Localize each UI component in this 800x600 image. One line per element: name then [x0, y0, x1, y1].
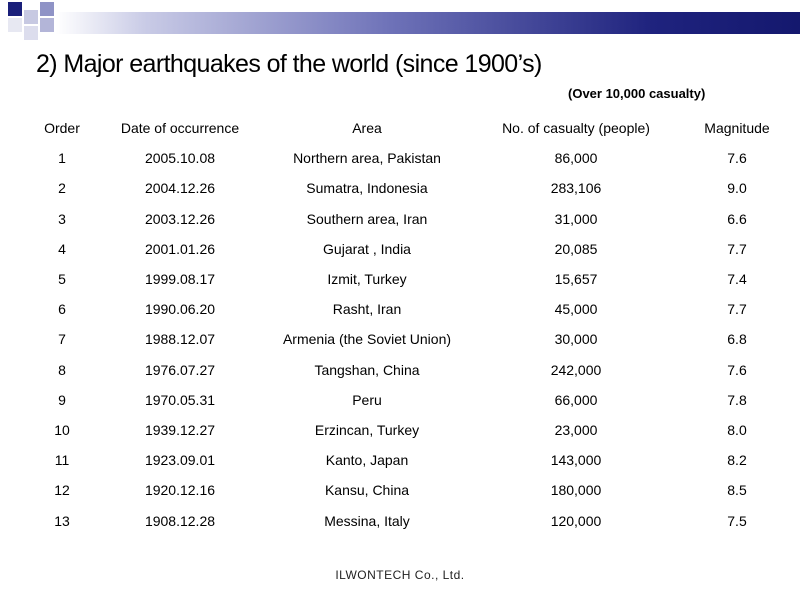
cell-magnitude: 7.4 — [727, 271, 747, 288]
cell-magnitude: 7.6 — [727, 150, 747, 167]
deco-square — [8, 18, 22, 32]
table-row: 7 1988.12.07 Armenia (the Soviet Union) 30,… — [28, 324, 792, 354]
cell-magnitude: 6.6 — [727, 210, 747, 227]
cell-date: 1908.12.28 — [144, 512, 216, 529]
table-row: 10 1939.12.27 Erzincan, Turkey 23,000 8.0 — [28, 415, 792, 445]
cell-magnitude: 8.2 — [727, 452, 747, 469]
cell-magnitude: 8.5 — [727, 482, 747, 499]
cell-area: Northern area, Pakistan — [293, 150, 441, 167]
slide-title: 2) Major earthquakes of the world (since… — [36, 50, 542, 78]
earthquake-table: Order Date of occurrence Area No. of cas… — [28, 113, 792, 536]
deco-square — [40, 18, 54, 32]
deco-square — [8, 2, 22, 16]
cell-casualty: 86,000 — [554, 150, 598, 167]
cell-casualty: 20,085 — [554, 240, 598, 257]
table-row: 12 1920.12.16 Kansu, China 180,000 8.5 — [28, 475, 792, 505]
cell-date: 2004.12.26 — [144, 180, 216, 197]
cell-casualty: 15,657 — [554, 271, 598, 288]
deco-square — [40, 2, 54, 16]
cell-area: Gujarat , India — [323, 240, 411, 257]
cell-casualty: 120,000 — [550, 512, 602, 529]
cell-area: Southern area, Iran — [306, 210, 428, 227]
cell-casualty: 180,000 — [550, 482, 602, 499]
cell-magnitude: 7.5 — [727, 512, 747, 529]
cell-area: Sumatra, Indonesia — [306, 180, 428, 197]
table-row: 8 1976.07.27 Tangshan, China 242,000 7.6 — [28, 355, 792, 385]
cell-order: 13 — [54, 512, 70, 529]
cell-date: 2005.10.08 — [144, 150, 216, 167]
cell-order: 7 — [58, 331, 66, 348]
cell-casualty: 23,000 — [554, 421, 598, 438]
cell-date: 1999.08.17 — [144, 271, 216, 288]
table-row: 3 2003.12.26 Southern area, Iran 31,000 6.6 — [28, 204, 792, 234]
footer-company: ILWONTECH Co., Ltd. — [335, 568, 465, 582]
cell-casualty: 45,000 — [554, 301, 598, 318]
header-magnitude: Magnitude — [704, 120, 770, 137]
table-body: 1 2005.10.08 Northern area, Pakistan 86,000… — [28, 143, 792, 535]
header-band — [56, 12, 800, 34]
cell-order: 3 — [58, 210, 66, 227]
cell-area: Erzincan, Turkey — [314, 421, 420, 438]
table-row: 11 1923.09.01 Kanto, Japan 143,000 8.2 — [28, 445, 792, 475]
cell-date: 1976.07.27 — [144, 361, 216, 378]
table-row: 4 2001.01.26 Gujarat , India 20,085 7.7 — [28, 234, 792, 264]
cell-date: 1990.06.20 — [144, 301, 216, 318]
cell-order: 2 — [58, 180, 66, 197]
cell-magnitude: 8.0 — [727, 421, 747, 438]
table-row: 2 2004.12.26 Sumatra, Indonesia 283,106 9.0 — [28, 173, 792, 203]
cell-area: Tangshan, China — [314, 361, 420, 378]
table-row: 1 2005.10.08 Northern area, Pakistan 86,000… — [28, 143, 792, 173]
cell-date: 1939.12.27 — [144, 421, 216, 438]
cell-date: 1970.05.31 — [144, 391, 216, 408]
cell-date: 2001.01.26 — [144, 240, 216, 257]
cell-casualty: 242,000 — [550, 361, 602, 378]
header-order: Order — [44, 120, 80, 137]
cell-area: Kansu, China — [324, 482, 410, 499]
deco-square — [24, 10, 38, 24]
cell-casualty: 143,000 — [550, 452, 602, 469]
cell-order: 5 — [58, 271, 66, 288]
table-row: 9 1970.05.31 Peru 66,000 7.8 — [28, 385, 792, 415]
cell-order: 1 — [58, 150, 66, 167]
cell-area: Izmit, Turkey — [327, 271, 407, 288]
cell-date: 1988.12.07 — [144, 331, 216, 348]
cell-order: 8 — [58, 361, 66, 378]
cell-casualty: 283,106 — [550, 180, 602, 197]
cell-magnitude: 7.7 — [727, 240, 747, 257]
cell-area: Rasht, Iran — [332, 301, 402, 318]
cell-casualty: 66,000 — [554, 391, 598, 408]
deco-square — [24, 26, 38, 40]
cell-area: Peru — [352, 391, 382, 408]
cell-order: 10 — [54, 421, 70, 438]
table-row: 13 1908.12.28 Messina, Italy 120,000 7.5 — [28, 505, 792, 535]
header-date: Date of occurrence — [120, 120, 240, 137]
cell-magnitude: 6.8 — [727, 331, 747, 348]
table-row: 6 1990.06.20 Rasht, Iran 45,000 7.7 — [28, 294, 792, 324]
cell-magnitude: 9.0 — [727, 180, 747, 197]
cell-date: 2003.12.26 — [144, 210, 216, 227]
decorative-squares — [0, 0, 80, 50]
cell-casualty: 30,000 — [554, 331, 598, 348]
cell-order: 9 — [58, 391, 66, 408]
header-casualty: No. of casualty (people) — [502, 120, 650, 137]
cell-magnitude: 7.7 — [727, 301, 747, 318]
cell-magnitude: 7.6 — [727, 361, 747, 378]
cell-order: 6 — [58, 301, 66, 318]
cell-order: 12 — [54, 482, 70, 499]
cell-casualty: 31,000 — [554, 210, 598, 227]
cell-area: Messina, Italy — [324, 512, 410, 529]
table-header-row: Order Date of occurrence Area No. of cas… — [28, 113, 792, 143]
cell-date: 1920.12.16 — [144, 482, 216, 499]
cell-order: 11 — [54, 452, 70, 469]
cell-date: 1923.09.01 — [144, 452, 216, 469]
cell-area: Kanto, Japan — [325, 452, 409, 469]
cell-area: Armenia (the Soviet Union) — [282, 331, 452, 348]
cell-order: 4 — [58, 240, 66, 257]
header-area: Area — [352, 120, 382, 137]
table-row: 5 1999.08.17 Izmit, Turkey 15,657 7.4 — [28, 264, 792, 294]
casualty-note: (Over 10,000 casualty) — [568, 86, 706, 101]
cell-magnitude: 7.8 — [727, 391, 747, 408]
